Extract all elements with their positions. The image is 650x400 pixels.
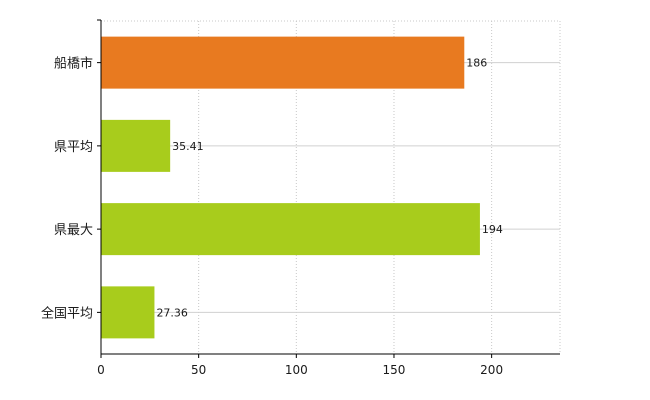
category-label-4: 全国平均 — [41, 305, 93, 321]
bars — [101, 36, 480, 339]
axes — [97, 19, 560, 358]
bar-4 — [101, 286, 155, 339]
category-label-1: 船橋市 — [54, 56, 93, 72]
data-label-3: 194 — [482, 223, 503, 236]
labels: 186 船橋市 35.41 県平均 194 県最大 27.36 全国平均 0 50 100 150 20… — [41, 56, 503, 377]
data-label-4: 27.36 — [156, 306, 188, 319]
bar-3 — [101, 203, 480, 256]
data-label-1: 186 — [466, 57, 487, 70]
category-label-3: 県最大 — [54, 223, 93, 238]
category-label-2: 県平均 — [54, 140, 93, 155]
x-tick-label: 100 — [285, 363, 308, 377]
data-label-2: 35.41 — [172, 140, 204, 153]
x-tick-label: 200 — [480, 363, 503, 377]
x-tick-label: 50 — [191, 363, 206, 377]
bar-2 — [101, 119, 171, 172]
bar-1 — [101, 36, 465, 89]
x-tick-label: 150 — [383, 363, 406, 377]
x-tick-label: 0 — [97, 363, 105, 377]
